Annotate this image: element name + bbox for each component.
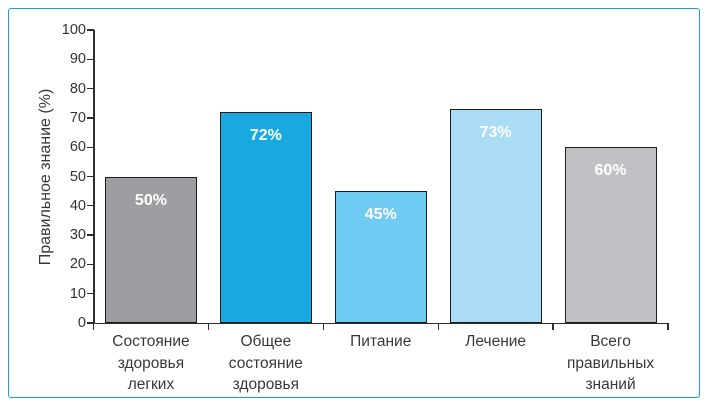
bar-value-label: 60% (594, 162, 627, 180)
y-axis-tick (86, 146, 94, 148)
y-axis-tick (86, 234, 94, 236)
y-axis-tick (86, 58, 94, 60)
x-axis-tick (552, 323, 554, 330)
y-axis-tick-label: 100 (61, 22, 86, 38)
bar-value-label: 45% (364, 206, 397, 224)
y-axis-tick-label: 10 (69, 285, 86, 302)
x-axis-category-label: Всего правильных знаний (566, 333, 655, 393)
y-axis-tick-label: 60 (69, 139, 86, 156)
y-axis-tick-label: 40 (69, 197, 86, 214)
x-axis-tick (667, 323, 669, 330)
y-axis-tick (86, 205, 94, 207)
x-axis-tick (92, 323, 95, 330)
y-axis-tick-label: 20 (69, 256, 86, 273)
x-axis-tick (207, 323, 210, 330)
bar: 45% (334, 191, 427, 323)
bar-value-label: 72% (249, 127, 282, 145)
y-axis-tick-label: 50 (69, 168, 86, 185)
x-axis-tick (322, 323, 324, 330)
y-axis-tick-label: 80 (69, 80, 86, 97)
bar: 73% (449, 109, 542, 323)
y-axis-line (93, 30, 95, 323)
x-axis-category-label: Лечение (465, 333, 527, 350)
bar-value-label: 50% (134, 191, 167, 209)
bar-value-label: 73% (479, 124, 512, 142)
bar: 60% (564, 147, 657, 323)
y-axis-tick (86, 322, 94, 324)
x-axis-tick (437, 323, 439, 330)
x-axis-category-label: Состояние здоровья легких (112, 333, 190, 393)
y-axis-tick (86, 117, 94, 119)
y-axis-tick-label: 30 (69, 227, 86, 244)
bar: 50% (104, 176, 197, 323)
y-axis-tick-label: 90 (69, 51, 86, 68)
y-axis-tick (86, 29, 94, 31)
y-axis-tick (86, 293, 94, 295)
y-axis-tick-label: 0 (77, 315, 86, 331)
y-axis-tick (86, 87, 94, 90)
x-axis-category-label: Общее состояние здоровья (228, 333, 303, 393)
y-axis-tick (86, 175, 94, 178)
bar: 72% (219, 112, 312, 323)
x-axis-line (93, 322, 668, 324)
y-axis-tick-label: 70 (69, 109, 86, 126)
y-axis-tick (86, 263, 94, 266)
x-axis-category-label: Питание (350, 333, 412, 350)
